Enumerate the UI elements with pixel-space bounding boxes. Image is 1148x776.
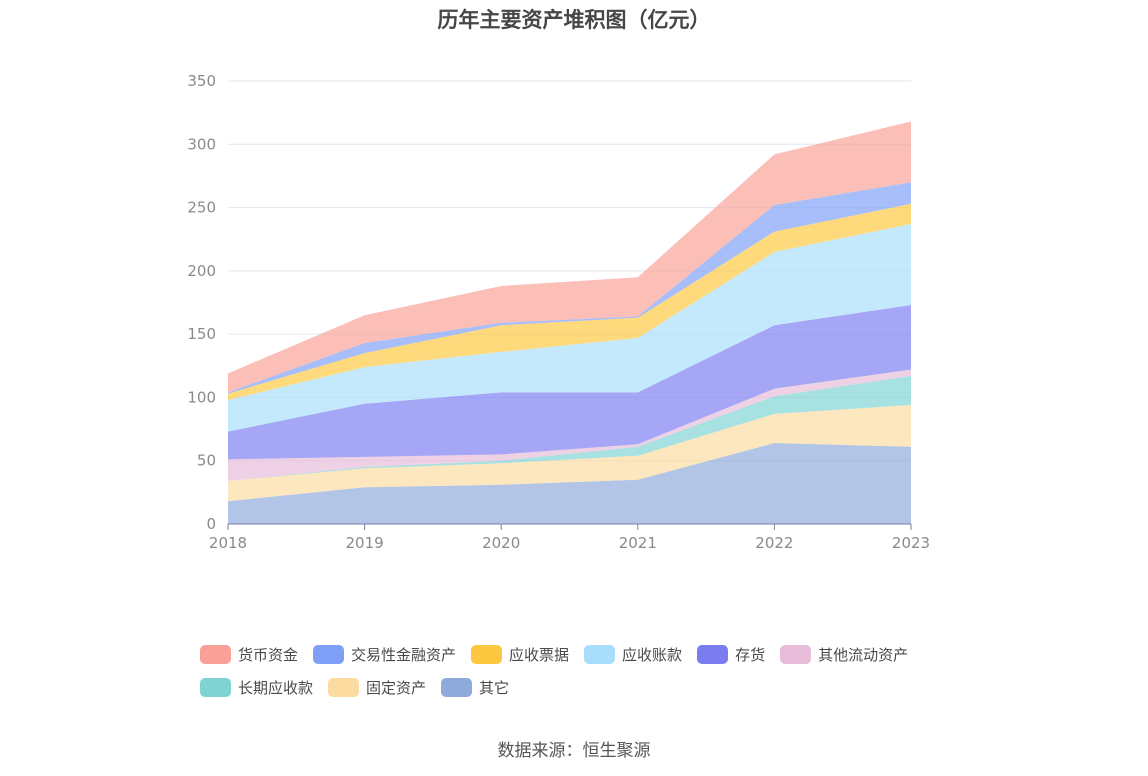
legend-item[interactable]: 货币资金 xyxy=(200,644,298,665)
area-series-长期应收款 xyxy=(228,375,911,481)
legend-swatch xyxy=(328,678,360,697)
y-tick-label: 200 xyxy=(187,262,216,280)
x-tick-label: 2021 xyxy=(619,534,657,552)
stacked-area-chart: 0 50 100 150 200 250 300 350 2018 2019 2020 2021 202… xyxy=(187,72,930,552)
legend-row: 货币资金 交易性金融资产 应收票据 应收账款 存货 其他流动资产 xyxy=(200,638,980,671)
x-tick-label: 2019 xyxy=(346,534,384,552)
legend-label: 货币资金 xyxy=(238,646,299,664)
legend-label: 应收账款 xyxy=(622,646,683,664)
legend-item[interactable]: 存货 xyxy=(697,644,765,665)
legend-swatch xyxy=(200,678,231,697)
y-tick-label: 350 xyxy=(187,72,216,90)
legend-swatch xyxy=(471,645,503,664)
y-tick-label: 250 xyxy=(187,199,216,217)
y-tick-label: 150 xyxy=(187,325,216,343)
area-series-其它 xyxy=(228,443,911,524)
y-tick-label: 100 xyxy=(187,388,216,406)
area-series xyxy=(228,121,911,524)
x-tick-label: 2022 xyxy=(755,534,793,552)
legend-swatch xyxy=(313,645,345,664)
y-tick-label: 300 xyxy=(187,135,216,153)
legend-label: 其他流动资产 xyxy=(818,646,909,664)
legend-label: 应收票据 xyxy=(509,646,570,664)
legend-item[interactable]: 应收票据 xyxy=(471,644,569,665)
legend: 货币资金 交易性金融资产 应收票据 应收账款 存货 其他流动资产 长期应收款 固定资产 其它 xyxy=(200,638,980,704)
legend-label: 长期应收款 xyxy=(238,679,314,697)
legend-swatch xyxy=(780,645,812,664)
legend-item[interactable]: 固定资产 xyxy=(328,677,426,698)
legend-item[interactable]: 交易性金融资产 xyxy=(313,644,456,665)
legend-row: 长期应收款 固定资产 其它 xyxy=(200,671,980,704)
y-tick-label: 0 xyxy=(206,515,216,533)
area-series-其他流动资产 xyxy=(228,369,911,481)
legend-label: 存货 xyxy=(735,646,766,664)
x-tick-label: 2023 xyxy=(892,534,930,552)
legend-item[interactable]: 应收账款 xyxy=(584,644,682,665)
area-series-存货 xyxy=(228,305,911,460)
legend-label: 固定资产 xyxy=(366,679,427,697)
legend-swatch xyxy=(697,645,729,664)
legend-item[interactable]: 其它 xyxy=(441,677,509,698)
area-series-货币资金 xyxy=(228,121,911,393)
chart-title: 历年主要资产堆积图（亿元） xyxy=(437,8,711,32)
y-tick-label: 50 xyxy=(197,452,216,470)
data-source-note: 数据来源：恒生聚源 xyxy=(497,741,651,761)
axes: 0 50 100 150 200 250 300 350 2018 2019 2020 2021 202… xyxy=(187,72,930,552)
area-series-交易性金融资产 xyxy=(228,182,911,394)
legend-label: 其它 xyxy=(479,679,510,697)
legend-swatch xyxy=(200,645,231,664)
x-tick-label: 2018 xyxy=(209,534,247,552)
legend-swatch xyxy=(441,678,473,697)
legend-item[interactable]: 长期应收款 xyxy=(200,677,313,698)
legend-label: 交易性金融资产 xyxy=(351,646,457,664)
x-tick-label: 2020 xyxy=(482,534,520,552)
area-series-应收票据 xyxy=(228,203,911,400)
legend-swatch xyxy=(584,645,616,664)
area-series-固定资产 xyxy=(228,405,911,502)
legend-item[interactable]: 其他流动资产 xyxy=(780,644,908,665)
area-series-应收账款 xyxy=(228,224,911,432)
